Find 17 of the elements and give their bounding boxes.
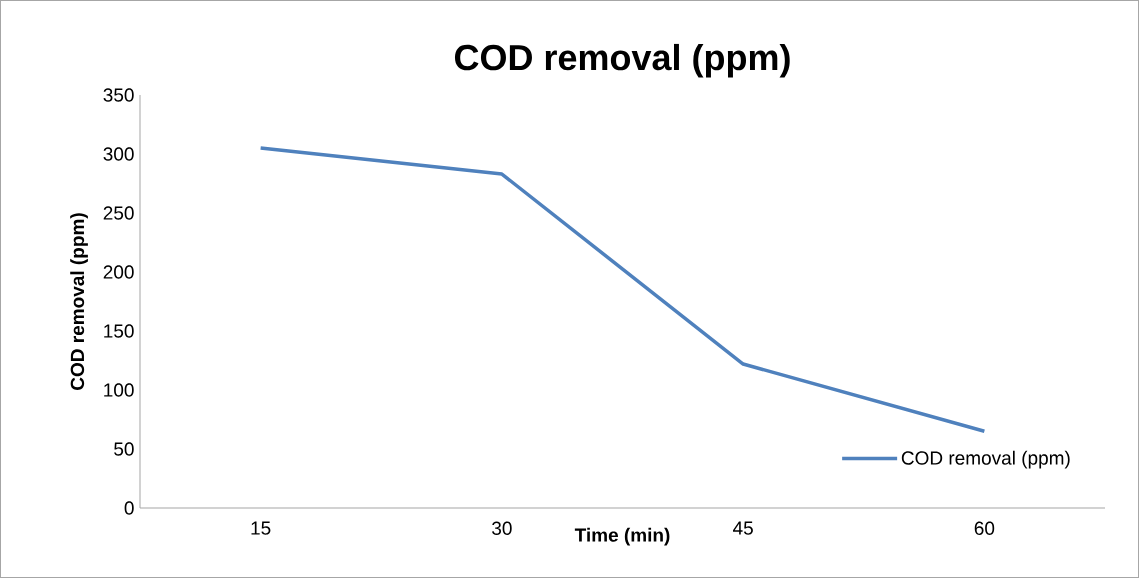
x-tick-label: 45	[733, 521, 753, 535]
x-tick-label: 60	[974, 521, 995, 535]
y-axis-title: COD removal (ppm)	[70, 213, 88, 390]
legend-label: COD removal (ppm)	[901, 450, 1070, 469]
chart-title: COD removal (ppm)	[454, 43, 790, 78]
y-tick-label: 250	[103, 206, 134, 220]
x-tick-label: 15	[251, 521, 271, 535]
y-tick-label: 350	[103, 88, 134, 102]
y-tick-label: 50	[114, 442, 134, 456]
line-series	[258, 146, 987, 434]
y-tick-label: 0	[124, 501, 134, 515]
y-tick-label: 300	[103, 147, 134, 161]
x-tick-label: 30	[492, 521, 512, 535]
x-axis-title: Time (min)	[574, 527, 670, 546]
y-tick-label: 100	[104, 383, 134, 397]
y-tick-label: 200	[103, 265, 134, 279]
y-tick-label: 150	[104, 324, 134, 338]
